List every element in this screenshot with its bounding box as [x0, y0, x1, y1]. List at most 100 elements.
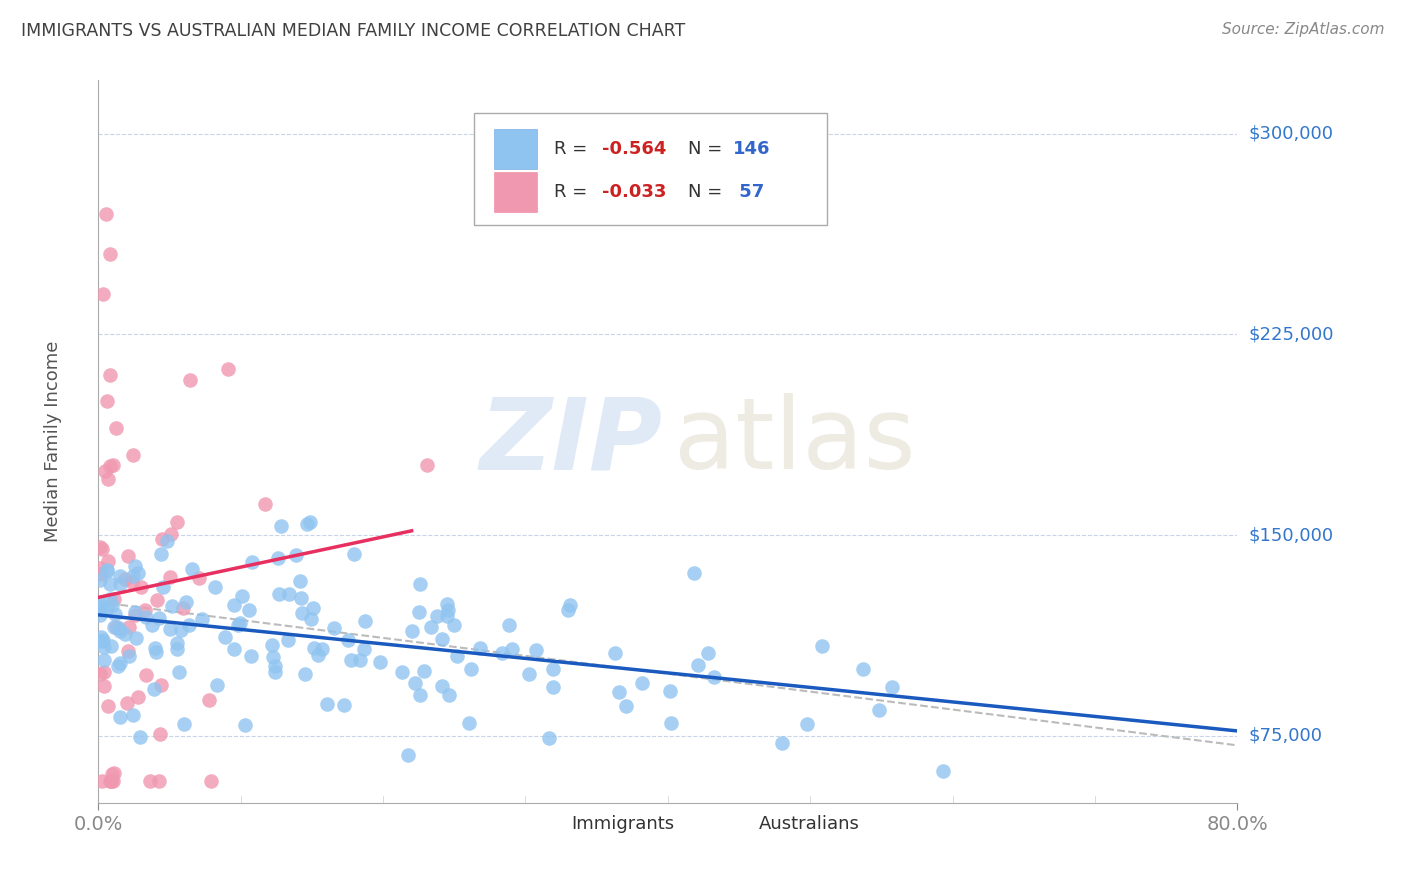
- Point: [311, 642, 333, 657]
- Point: [139, 774, 162, 789]
- Point: [93, 653, 115, 667]
- Point: [437, 688, 460, 702]
- Point: [91, 287, 114, 301]
- Point: [97, 699, 120, 714]
- Text: ZIP: ZIP: [479, 393, 662, 490]
- Point: [90, 566, 112, 581]
- Point: [770, 736, 793, 750]
- Point: [108, 577, 131, 591]
- Point: [176, 595, 198, 609]
- Point: [288, 574, 311, 589]
- Point: [222, 642, 245, 657]
- Text: 146: 146: [733, 140, 770, 158]
- Point: [134, 603, 156, 617]
- Text: $150,000: $150,000: [1249, 526, 1333, 544]
- Point: [100, 774, 122, 789]
- Point: [97, 471, 120, 485]
- Point: [145, 645, 167, 659]
- Point: [491, 646, 513, 660]
- Point: [89, 667, 111, 681]
- Text: Australians: Australians: [759, 815, 860, 833]
- Point: [101, 766, 124, 780]
- Point: [298, 515, 321, 529]
- Point: [263, 665, 285, 679]
- Point: [181, 562, 204, 576]
- Point: [315, 698, 337, 712]
- Point: [443, 618, 465, 632]
- Point: [607, 685, 630, 699]
- Point: [110, 624, 132, 638]
- Point: [166, 642, 188, 657]
- Point: [91, 632, 114, 647]
- Point: [173, 601, 195, 615]
- Point: [277, 633, 299, 648]
- Point: [179, 618, 201, 632]
- Point: [103, 591, 125, 606]
- Point: [231, 589, 253, 603]
- Point: [141, 617, 163, 632]
- Point: [93, 640, 115, 654]
- Point: [302, 640, 325, 655]
- Point: [401, 624, 423, 638]
- Point: [89, 607, 111, 622]
- Point: [264, 659, 287, 673]
- Point: [446, 649, 468, 664]
- Point: [93, 679, 115, 693]
- Point: [129, 580, 152, 594]
- Point: [204, 580, 226, 594]
- Point: [89, 541, 111, 555]
- Point: [541, 662, 564, 676]
- Bar: [494, 129, 537, 169]
- Point: [103, 620, 125, 634]
- Point: [156, 533, 179, 548]
- Point: [436, 609, 458, 624]
- Text: 57: 57: [733, 183, 763, 202]
- Point: [127, 566, 149, 581]
- Point: [460, 662, 482, 676]
- Point: [162, 599, 184, 614]
- Text: Source: ZipAtlas.com: Source: ZipAtlas.com: [1222, 22, 1385, 37]
- Point: [614, 699, 637, 714]
- Point: [191, 611, 214, 625]
- Point: [98, 459, 121, 474]
- Text: Immigrants: Immigrants: [571, 815, 673, 833]
- Point: [683, 566, 706, 580]
- Point: [89, 597, 111, 611]
- Point: [269, 587, 291, 601]
- Point: [353, 642, 375, 657]
- Point: [121, 575, 143, 590]
- Point: [852, 662, 875, 676]
- Point: [432, 679, 454, 693]
- Point: [100, 774, 122, 789]
- Point: [267, 550, 290, 565]
- Point: [868, 703, 890, 717]
- Point: [240, 555, 263, 569]
- Point: [214, 630, 236, 644]
- Text: N =: N =: [689, 183, 728, 202]
- Point: [96, 394, 118, 409]
- Text: -0.564: -0.564: [602, 140, 666, 158]
- Point: [118, 620, 141, 634]
- Point: [114, 573, 136, 587]
- Point: [200, 774, 222, 789]
- Point: [284, 548, 307, 562]
- Point: [122, 707, 145, 722]
- Point: [107, 659, 129, 673]
- Point: [880, 681, 903, 695]
- Point: [557, 602, 579, 616]
- Point: [339, 653, 361, 667]
- Point: [124, 605, 146, 619]
- Point: [426, 609, 449, 624]
- Point: [696, 646, 718, 660]
- Point: [96, 564, 118, 578]
- Point: [519, 666, 541, 681]
- Point: [420, 620, 443, 634]
- Point: [166, 636, 188, 650]
- Point: [103, 766, 125, 780]
- Point: [170, 623, 193, 637]
- Point: [307, 648, 329, 663]
- Point: [688, 658, 710, 673]
- Point: [91, 774, 114, 789]
- Point: [270, 518, 292, 533]
- Point: [370, 655, 392, 669]
